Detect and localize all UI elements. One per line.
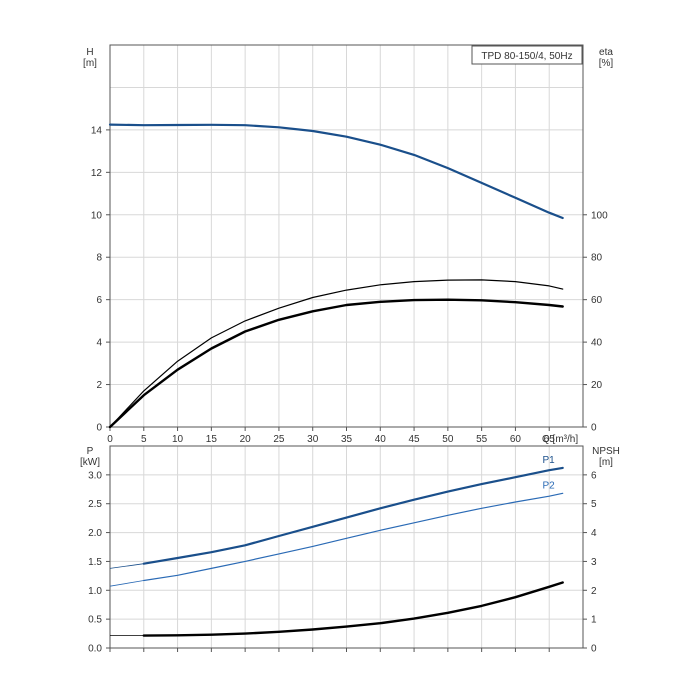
series-extrapolation bbox=[109, 580, 144, 587]
x-tick-label: 65 bbox=[544, 434, 556, 445]
x-tick-label: 30 bbox=[307, 434, 319, 445]
series-line bbox=[108, 123, 564, 220]
y-right-tick-label: 20 bbox=[591, 380, 603, 391]
y-right-title: eta bbox=[599, 47, 613, 58]
y-left-tick-label: 2.0 bbox=[88, 528, 102, 539]
series-line bbox=[108, 298, 564, 429]
y-right-tick-label: 0 bbox=[591, 423, 597, 434]
x-tick-label: 0 bbox=[107, 434, 113, 445]
title-box bbox=[471, 45, 583, 65]
y-left-tick-label: 14 bbox=[91, 125, 103, 136]
y-left-title: P bbox=[87, 446, 94, 457]
x-tick-label: 45 bbox=[409, 434, 421, 445]
y-left-tick-label: 0.5 bbox=[88, 615, 102, 626]
y-right-tick-label: 1 bbox=[591, 615, 597, 626]
y-right-tick-label: 3 bbox=[591, 557, 597, 568]
x-tick-label: 5 bbox=[141, 434, 147, 445]
y-left-tick-label: 0.0 bbox=[88, 644, 102, 655]
y-right-tick-label: 2 bbox=[591, 586, 597, 597]
y-left-tick-label: 1.0 bbox=[88, 586, 102, 597]
y-left-tick-label: 1.5 bbox=[88, 557, 102, 568]
y-right-tick-label: 5 bbox=[591, 499, 597, 510]
x-tick-label: 10 bbox=[172, 434, 184, 445]
y-left-title: H bbox=[86, 47, 93, 58]
x-tick-label: 35 bbox=[341, 434, 353, 445]
x-tick-label: 60 bbox=[510, 434, 522, 445]
y-left-tick-label: 3.0 bbox=[88, 470, 102, 481]
y-left-unit: [m] bbox=[83, 58, 97, 69]
y-right-tick-label: 0 bbox=[591, 644, 597, 655]
x-tick-label: 50 bbox=[442, 434, 454, 445]
y-left-tick-label: 8 bbox=[96, 253, 102, 264]
y-right-tick-label: 80 bbox=[591, 253, 603, 264]
x-tick-label: 20 bbox=[240, 434, 252, 445]
y-right-tick-label: 100 bbox=[591, 210, 608, 221]
y-right-unit: [%] bbox=[599, 58, 614, 69]
series-line bbox=[142, 581, 564, 637]
y-right-unit: [m] bbox=[599, 457, 613, 468]
y-left-tick-label: 10 bbox=[91, 210, 103, 221]
y-right-tick-label: 40 bbox=[591, 338, 603, 349]
series-line bbox=[142, 466, 564, 565]
y-right-tick-label: 4 bbox=[591, 528, 597, 539]
y-left-tick-label: 6 bbox=[96, 295, 102, 306]
x-tick-label: 55 bbox=[476, 434, 488, 445]
x-axis-label: Q [m³/h] bbox=[542, 434, 578, 445]
top-chart-panel: 0 2 4 6 8 10 12 14 0 20 40 60 80 100 H[m] eta[%] 0 5 10 15 2… bbox=[83, 44, 614, 445]
bottom-chart-panel: 0.0 0.5 1.0 1.5 2.0 2.5 3.0 0 1 2 3 4 5 6 P[kW] NPSH[m]… bbox=[80, 445, 620, 655]
y-right-title: NPSH bbox=[592, 446, 620, 457]
x-tick-label: 25 bbox=[273, 434, 285, 445]
y-left-unit: [kW] bbox=[80, 457, 100, 468]
series-line bbox=[143, 492, 564, 582]
chart-title: TPD 80-150/4, 50Hz bbox=[481, 51, 572, 62]
series-line bbox=[109, 279, 564, 428]
y-left-tick-label: 2 bbox=[96, 380, 102, 391]
series-label: P1 bbox=[542, 455, 555, 466]
y-left-tick-label: 2.5 bbox=[88, 499, 102, 510]
series-label: P2 bbox=[542, 480, 555, 491]
y-left-tick-label: 12 bbox=[91, 168, 103, 179]
y-left-tick-label: 0 bbox=[96, 423, 102, 434]
y-left-tick-label: 4 bbox=[96, 338, 102, 349]
y-right-tick-label: 6 bbox=[591, 470, 597, 481]
series-extrapolation bbox=[109, 563, 144, 569]
y-right-tick-label: 60 bbox=[591, 295, 603, 306]
x-tick-label: 40 bbox=[375, 434, 387, 445]
x-tick-label: 15 bbox=[206, 434, 218, 445]
